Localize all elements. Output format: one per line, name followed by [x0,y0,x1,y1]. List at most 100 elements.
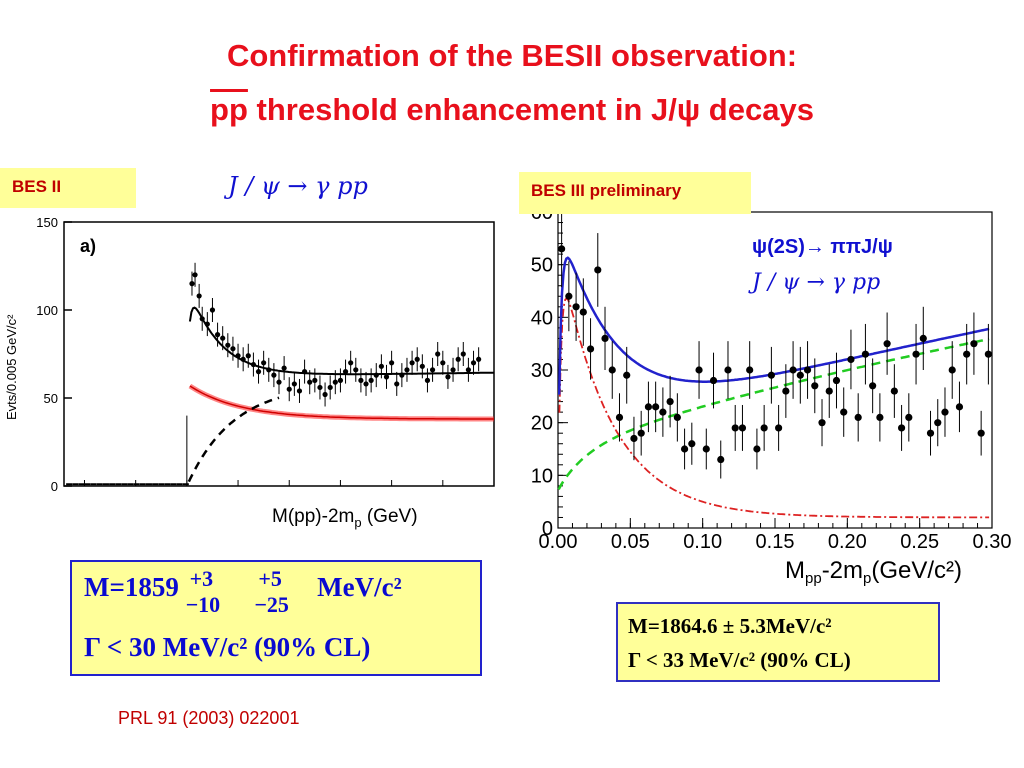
bes3-data-point [615,413,624,421]
bes2-data-point [240,356,246,362]
bes3-y-tick-label: 0 [542,518,553,540]
bes2-data-point [307,379,313,385]
bes2-data-point [465,367,472,373]
bes2-red-curve [189,385,494,420]
bes2-data-point [250,361,257,368]
bes3-x-axis-label: Mpp-2mp(GeV/c²) [785,557,962,587]
bes3-data-point [746,366,754,374]
bes2-data-point [192,272,198,278]
bes2-data-point [378,363,384,369]
bes3-data-point [601,334,609,342]
bes3-data-point [666,398,674,406]
bes3-data-point [731,424,739,432]
bes3-data-point [948,366,956,374]
bes2-data-point [286,386,292,392]
bes2-data-point [235,353,241,359]
bes3-data-point [775,424,783,432]
title-rest: threshold enhancement in J/ψ decays [247,92,814,127]
bes2-data-point [445,374,451,380]
bes3-signal-curve [558,296,990,519]
bes3-background-curve [557,337,990,490]
bes3-data-point [680,445,689,453]
title-line-1: Confirmation of the BESII observation: [226,38,798,73]
bes2-data-point [225,342,231,348]
bes3-x-tick-label: 0.05 [611,531,650,553]
bes2-reaction: J / ψ → γ pp [228,172,368,200]
bes3-points [558,210,992,479]
bes2-data-point [281,365,287,371]
bes3-data-point [753,445,761,453]
bes2-data-point [460,351,466,357]
bes2-data-point [358,377,364,383]
bes3-curves [557,256,990,519]
bes2-y-tick-label: 100 [36,303,58,318]
bes3-data-point [688,440,696,448]
bes3-data-point [970,340,978,348]
bes2-plot-border [63,221,495,487]
title-line-2: pp threshold enhancement in J/ψ decays [0,92,1024,128]
bes3-data-point [594,266,602,274]
bes3-data-point [673,413,681,421]
bes2-plot-bg [0,212,504,488]
bes2-data-point [204,321,210,327]
bes2-data-point [291,381,297,387]
bes2-data-point [348,360,354,366]
bes3-data-point [644,403,653,411]
bes3-data-point [558,245,566,253]
bes3-data-point [695,366,703,374]
bes2-data-point [394,381,400,387]
bes2-data-point [353,367,359,373]
bes3-y-tick-label: 30 [531,360,553,382]
bes3-data-point [963,350,971,358]
bes3-tag: BES III preliminary [519,172,751,214]
bes3-data-point [586,345,595,353]
bes3-plot-border [557,211,993,529]
bes2-y-tick-label: 0 [51,479,58,494]
bes3-data-point [659,408,667,416]
bes3-data-point [572,303,580,311]
bes3-data-point [630,434,638,443]
bes2-data-point [342,369,349,375]
bes2-data-point [276,379,282,385]
bes2-data-point [196,293,202,299]
bes2-data-point [261,360,267,366]
bes3-data-point [767,371,775,379]
bes2-data-point [312,377,318,383]
bes2-data-point [301,369,308,375]
bes3-y-tick-label: 10 [531,465,553,487]
bes2-data-point [214,332,221,338]
bes3-y-tick-label: 50 [531,255,553,277]
bes3-x-tick-label: 0.15 [756,531,795,553]
bes2-data-point [337,377,344,383]
bes3-data-point [912,350,920,358]
bes2-data-point [266,367,272,373]
bes3-x-tick-label: 0.20 [828,531,867,553]
bes3-data-point [854,413,862,421]
bes3-data-point [818,419,826,427]
bes2-data-point [189,281,195,287]
bes3-data-point [717,455,725,464]
bes3-data-point [869,382,877,390]
bes2-data-point [435,351,441,357]
bes2-data-point [368,377,374,383]
bes2-data-point [419,363,425,369]
bes3-data-point [977,429,985,437]
bes2-data-point [322,391,328,398]
bes2-data-point [255,369,262,375]
bes2-data-point [199,316,205,322]
bes3-data-point [760,424,768,432]
bes3-data-point [955,403,964,411]
bes3-mass-result: M=1864.6 ± 5.3MeV/c² [628,614,832,638]
bes3-data-point [905,413,913,421]
bes2-data-point [404,367,410,373]
bes3-data-point [883,340,891,348]
bes2-panel-label: a) [80,236,96,256]
bes2-data-point [383,374,390,380]
bes3-y-tick-label: 40 [531,307,553,329]
bes2-y-axis-label: Evts/0.005 GeV/c² [4,314,19,420]
bes3-data-point [825,387,833,395]
bes3-data-point [861,350,870,358]
bes2-width-result: Γ < 30 MeV/c² (90% CL) [84,632,371,662]
bes2-data-point [414,356,420,362]
